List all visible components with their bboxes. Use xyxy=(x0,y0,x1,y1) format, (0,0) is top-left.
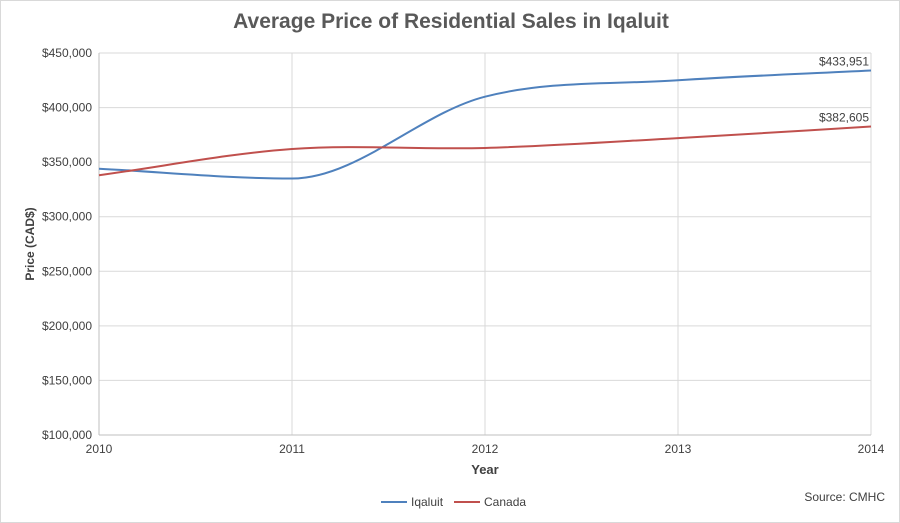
y-tick-label: $250,000 xyxy=(42,264,92,278)
y-tick-label: $450,000 xyxy=(42,46,92,60)
gridlines xyxy=(98,52,872,436)
x-tick-label: 2011 xyxy=(279,442,305,456)
y-tick-label: $300,000 xyxy=(42,210,92,224)
series-lines xyxy=(98,69,872,180)
y-tick-label: $150,000 xyxy=(42,373,92,387)
legend-label-iqaluit: Iqaluit xyxy=(411,495,444,509)
y-tick-label: $200,000 xyxy=(42,319,92,333)
x-axis-title: Year xyxy=(471,462,498,477)
source-note: Source: CMHC xyxy=(804,490,885,504)
y-tick-label: $400,000 xyxy=(42,101,92,115)
axes xyxy=(98,53,871,436)
data-label-iqaluit: $433,951 xyxy=(819,55,869,69)
labels: $100,000 $150,000 $200,000 $250,000 $300,000… xyxy=(23,46,885,477)
legend-item-iqaluit: Iqaluit xyxy=(381,495,443,509)
x-tick-label: 2010 xyxy=(86,442,113,456)
x-tick-label: 2012 xyxy=(472,442,499,456)
series-line-canada xyxy=(98,125,872,177)
legend-item-canada: Canada xyxy=(454,495,526,509)
series-line-iqaluit xyxy=(98,69,872,180)
y-tick-label: $350,000 xyxy=(42,155,92,169)
y-tick-label: $100,000 xyxy=(42,428,92,442)
y-axis-title: Price (CAD$) xyxy=(23,207,37,280)
legend-label-canada: Canada xyxy=(484,495,527,509)
chart-title: Average Price of Residential Sales in Iq… xyxy=(233,10,669,33)
x-tick-label: 2014 xyxy=(858,442,885,456)
x-tick-label: 2013 xyxy=(665,442,692,456)
legend-swatch-canada xyxy=(454,501,480,503)
legend-swatch-iqaluit xyxy=(381,501,407,503)
data-label-canada: $382,605 xyxy=(819,111,869,125)
